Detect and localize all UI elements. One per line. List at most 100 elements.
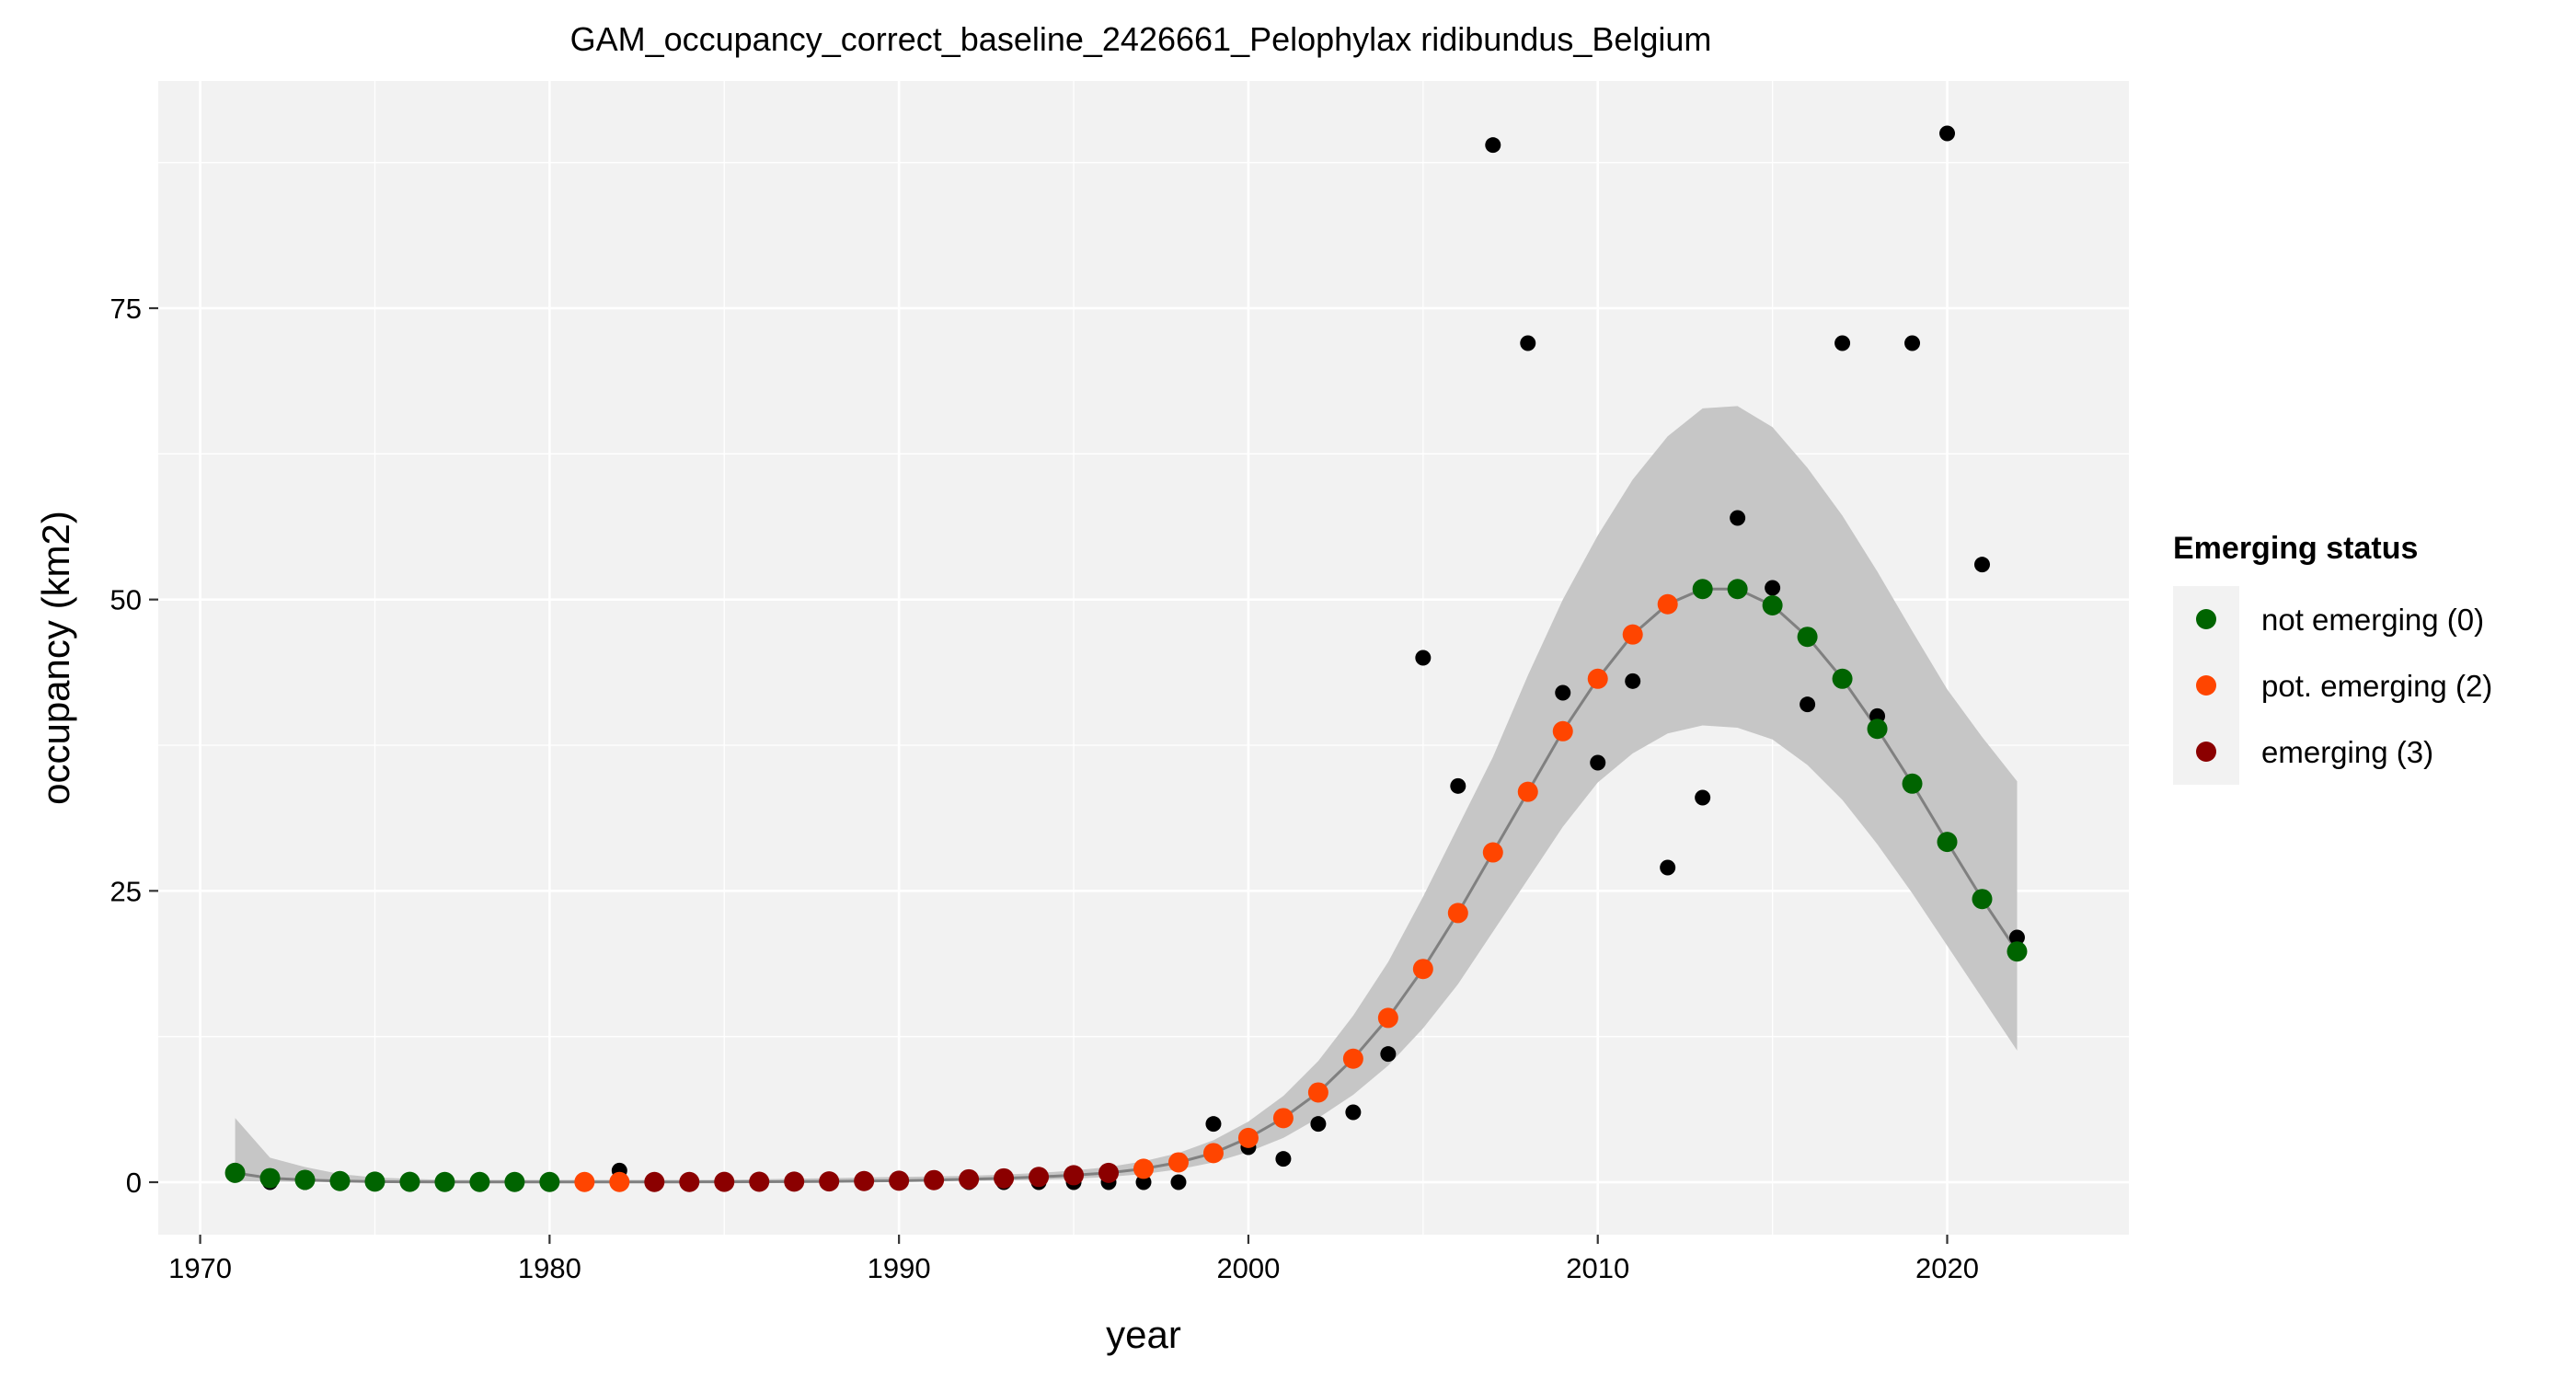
legend-items: not emerging (0) pot. emerging (2) emergin… [2196, 603, 2492, 769]
x-tick-label: 1980 [518, 1252, 581, 1284]
y-tick-label: 50 [110, 584, 142, 616]
fitted-point [539, 1171, 560, 1192]
fitted-point [399, 1171, 420, 1192]
observed-point [1834, 335, 1851, 351]
fit-line [235, 587, 2018, 1184]
fitted-point [959, 1168, 980, 1190]
y-tick-label: 25 [110, 875, 142, 907]
fitted-point [364, 1171, 385, 1192]
x-tick-label: 2020 [1915, 1252, 1979, 1284]
legend-key [2196, 675, 2216, 696]
fitted-point [994, 1167, 1015, 1189]
fitted-point [1552, 720, 1573, 742]
x-axis-title: year [1106, 1313, 1181, 1356]
fitted-point [609, 1171, 630, 1192]
legend-label: emerging (3) [2261, 735, 2433, 769]
fitted-point [259, 1167, 281, 1189]
axes-layer: 1970 1980 1990 2000 2010 2020 0 25 50 75 [110, 293, 1979, 1284]
fitted-point [1447, 903, 1468, 924]
fitted-point [1272, 1108, 1294, 1129]
fitted-point [1029, 1167, 1050, 1188]
observed-point [1520, 335, 1536, 351]
observed-point [2008, 929, 2025, 946]
observed-point [1275, 1151, 1292, 1167]
observed-point [1625, 673, 1641, 689]
fitted-point [1377, 1007, 1398, 1029]
fitted-point [1587, 668, 1608, 689]
fitted-point [1902, 773, 1923, 794]
fitted-point [1937, 832, 1958, 853]
fitted-point [224, 1162, 246, 1183]
observed-point [1973, 557, 1990, 573]
x-tick-label: 2010 [1566, 1252, 1629, 1284]
observed-point [1310, 1116, 1327, 1133]
fitted-point [819, 1171, 840, 1192]
observed-point [1939, 125, 1956, 142]
x-tick-label: 1990 [868, 1252, 931, 1284]
observed-point [1415, 650, 1432, 666]
fitted-point [294, 1169, 316, 1190]
fitted-point [1167, 1152, 1189, 1173]
fitted-point [889, 1170, 910, 1191]
legend-title: Emerging status [2173, 531, 2418, 566]
fitted-point [1692, 579, 1713, 600]
observed-point [1380, 1046, 1397, 1063]
fitted-point [1133, 1158, 1154, 1179]
observed-point [1555, 684, 1571, 701]
observed-point [1765, 580, 1781, 596]
fitted-point [434, 1171, 455, 1192]
observed-point [1170, 1174, 1187, 1190]
fitted-point [1867, 719, 1888, 740]
observed-point [1800, 696, 1816, 713]
x-tick-label: 2000 [1216, 1252, 1280, 1284]
fitted-point [2007, 941, 2028, 962]
fitted-point [679, 1171, 700, 1192]
y-axis-title: occupancy (km2) [34, 511, 77, 805]
fitted-points-layer [224, 579, 2028, 1192]
observed-point [1450, 777, 1466, 794]
x-tick-label: 1970 [168, 1252, 232, 1284]
fitted-point [1972, 889, 1993, 910]
observed-point [1590, 754, 1606, 771]
legend-key [2196, 609, 2216, 629]
legend: Emerging status not emerging (0) pot. eme… [2173, 531, 2492, 785]
fitted-point [1832, 668, 1853, 689]
fit-line-layer [235, 587, 2018, 1184]
fitted-point [574, 1171, 595, 1192]
observed-point [1904, 335, 1921, 351]
fitted-point [1622, 624, 1643, 645]
observed-point [1135, 1174, 1152, 1190]
fitted-point [1517, 781, 1538, 802]
y-tick-label: 75 [110, 293, 142, 325]
fitted-point [1064, 1165, 1085, 1186]
legend-key [2196, 742, 2216, 762]
chart-title: GAM_occupancy_correct_baseline_2426661_P… [570, 20, 1712, 58]
fitted-point [1237, 1127, 1259, 1148]
observed-point [1730, 510, 1746, 526]
fitted-point [1482, 842, 1503, 863]
fitted-point [1202, 1143, 1224, 1164]
fitted-point [1727, 579, 1748, 600]
confidence-ribbon [235, 406, 2018, 1182]
observed-point [1485, 137, 1501, 154]
fitted-point [749, 1171, 770, 1192]
fitted-point [1342, 1048, 1363, 1069]
observed-point [1345, 1104, 1362, 1121]
observed-point [1205, 1116, 1222, 1133]
confidence-ribbon-layer [235, 406, 2018, 1182]
fitted-point [784, 1171, 805, 1192]
y-tick-label: 0 [126, 1167, 142, 1199]
observed-point [1695, 789, 1711, 806]
fitted-point [469, 1171, 490, 1192]
fitted-point [329, 1170, 351, 1191]
fitted-point [924, 1169, 945, 1190]
fitted-point [1762, 595, 1783, 615]
fitted-point [1657, 593, 1678, 615]
fitted-point [1307, 1082, 1328, 1103]
fitted-point [1412, 959, 1433, 980]
fitted-point [644, 1171, 665, 1192]
observed-point [1660, 859, 1676, 876]
legend-label: not emerging (0) [2261, 603, 2484, 637]
fitted-point [1098, 1162, 1120, 1183]
legend-label: pot. emerging (2) [2261, 669, 2492, 703]
